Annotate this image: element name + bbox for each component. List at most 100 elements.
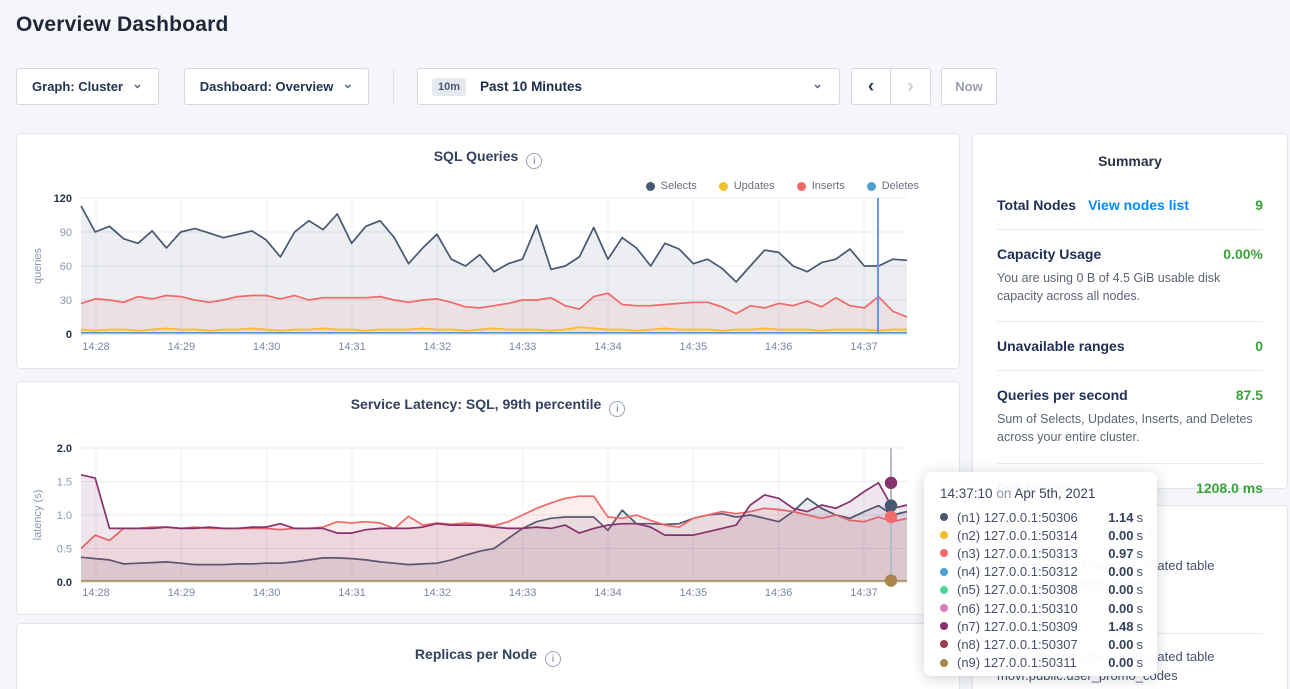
x-tick-label: 14:36 <box>765 587 793 599</box>
service-latency-title: Service Latency: SQL, 99th percentile i <box>17 396 959 417</box>
info-icon[interactable]: i <box>609 401 626 417</box>
tooltip-timestamp: 14:37:10 on Apr 5th, 2021 <box>940 486 1096 501</box>
series-line-selects <box>80 205 908 283</box>
series-line-inserts <box>80 292 908 318</box>
hover-point-dot <box>884 476 898 490</box>
tooltip-row: (n4) 127.0.0.1:50312 0.00 s <box>940 563 1143 581</box>
series-color-dot-icon <box>940 640 948 649</box>
sql-queries-panel: SQL Queries i Selects Updates Inserts Delete… <box>16 133 960 369</box>
unavailable-ranges-label: Unavailable ranges <box>997 338 1125 355</box>
hover-point-dot <box>884 574 898 587</box>
x-tick-label: 14:34 <box>594 341 622 353</box>
y-axis-label: latency (s) <box>32 490 44 541</box>
time-range-dropdown[interactable]: 10m Past 10 Minutes ⌄ <box>417 68 840 105</box>
dashboard-dropdown[interactable]: Dashboard: Overview ⌄ <box>184 68 369 105</box>
tooltip-row: (n7) 127.0.0.1:50309 1.48 s <box>940 617 1143 635</box>
x-tick-label: 14:35 <box>680 341 708 353</box>
page-title: Overview Dashboard <box>16 13 229 36</box>
info-icon[interactable]: i <box>526 153 543 169</box>
service-latency-chart[interactable]: 14:28 14:29 14:30 14:31 14:32 14:33 14:34 14:35… <box>17 382 961 616</box>
tooltip-node-unit: s <box>1136 655 1144 671</box>
divider <box>997 321 1263 323</box>
y-tick-label: 2.0 <box>57 443 72 455</box>
info-icon[interactable]: i <box>545 651 562 667</box>
x-tick-label: 14:29 <box>168 587 196 599</box>
chevron-down-icon: ⌄ <box>132 75 143 91</box>
capacity-usage-value: 0.00% <box>1223 246 1263 262</box>
tooltip-node-address: (n8) 127.0.0.1:50307 <box>957 636 1078 652</box>
sql-queries-chart[interactable]: 14:28 14:29 14:30 14:31 14:32 14:33 14:34 14:35… <box>17 134 961 370</box>
y-tick-label: 120 <box>54 193 72 205</box>
tooltip-node-unit: s <box>1136 600 1144 616</box>
y-tick-label: 0 <box>66 329 72 341</box>
hover-point-dot <box>884 510 898 524</box>
chevron-left-icon: ‹ <box>867 75 875 97</box>
view-nodes-list-link[interactable]: View nodes list <box>1088 197 1189 213</box>
x-tick-label: 14:35 <box>680 587 708 599</box>
now-button-label: Now <box>955 79 983 94</box>
tooltip-node-value: 0.00 <box>1108 636 1134 652</box>
series-line-updates <box>80 326 907 332</box>
series-color-dot-icon <box>940 531 948 540</box>
capacity-usage-label: Capacity Usage <box>997 246 1102 262</box>
tooltip-node-value: 0.00 <box>1108 655 1134 671</box>
tooltip-node-unit: s <box>1136 527 1144 543</box>
time-prev-button[interactable]: ‹ <box>851 68 891 105</box>
graph-dropdown[interactable]: Graph: Cluster ⌄ <box>16 68 159 105</box>
legend-label: Deletes <box>881 180 919 192</box>
sql-queries-legend: Selects Updates Inserts Deletes <box>645 180 919 192</box>
legend-item-inserts[interactable]: Inserts <box>796 180 845 192</box>
tooltip-node-unit: s <box>1136 618 1144 634</box>
y-tick-label: 90 <box>60 227 72 239</box>
chart-hover-tooltip: 14:37:10 on Apr 5th, 2021 (n1) 127.0.0.1… <box>924 472 1157 676</box>
toolbar-divider <box>393 69 394 104</box>
x-tick-label: 14:30 <box>253 587 281 599</box>
now-button[interactable]: Now <box>941 68 997 105</box>
tooltip-node-address: (n9) 127.0.0.1:50311 <box>957 655 1077 671</box>
series-color-dot-icon <box>940 513 948 522</box>
tooltip-node-value: 0.00 <box>1108 564 1134 580</box>
tooltip-row: (n6) 127.0.0.1:50310 0.00 s <box>940 599 1143 617</box>
hover-point-dot <box>884 499 898 512</box>
tooltip-row: (n8) 127.0.0.1:50307 0.00 s <box>940 635 1143 653</box>
legend-dot-icon <box>796 181 806 191</box>
tooltip-node-unit: s <box>1136 582 1144 598</box>
legend-label: Updates <box>733 180 775 192</box>
series-color-dot-icon <box>940 585 948 594</box>
x-tick-label: 14:34 <box>594 587 622 599</box>
divider <box>997 370 1263 372</box>
x-tick-label: 14:30 <box>253 341 281 353</box>
dashboard-dropdown-label: Dashboard: Overview <box>199 79 334 94</box>
series-line--n7-127-0-0-1-50309 <box>80 473 908 536</box>
time-next-button[interactable]: › <box>891 68 931 105</box>
y-tick-label: 1.5 <box>57 477 72 489</box>
legend-item-deletes[interactable]: Deletes <box>866 180 919 192</box>
legend-item-selects[interactable]: Selects <box>645 180 697 192</box>
series-color-dot-icon <box>940 549 948 558</box>
tooltip-row: (n5) 127.0.0.1:50308 0.00 s <box>940 581 1143 599</box>
tooltip-row: (n3) 127.0.0.1:50313 0.97 s <box>940 544 1143 562</box>
y-tick-label: 0.5 <box>57 544 72 556</box>
queries-per-second-label: Queries per second <box>997 387 1128 404</box>
series-color-dot-icon <box>940 567 948 576</box>
tooltip-node-unit: s <box>1136 509 1144 525</box>
replicas-per-node-title: Replicas per Node i <box>17 646 959 667</box>
chevron-down-icon: ⌄ <box>812 75 823 91</box>
tooltip-node-address: (n4) 127.0.0.1:50312 <box>957 564 1078 580</box>
tooltip-node-value: 0.00 <box>1108 600 1134 616</box>
summary-row-total-nodes: Total Nodes View nodes list 9 <box>973 197 1287 213</box>
legend-item-updates[interactable]: Updates <box>718 180 775 192</box>
x-tick-label: 14:36 <box>765 341 793 353</box>
tooltip-node-address: (n1) 127.0.0.1:50306 <box>957 509 1078 525</box>
legend-label: Selects <box>660 180 697 192</box>
queries-per-second-value: 87.5 <box>1235 387 1263 404</box>
summary-title: Summary <box>1098 153 1162 169</box>
tooltip-node-address: (n7) 127.0.0.1:50309 <box>957 618 1078 634</box>
time-range-label: Past 10 Minutes <box>480 79 583 94</box>
graph-dropdown-label: Graph: Cluster <box>32 79 124 94</box>
series-color-dot-icon <box>940 658 948 667</box>
tooltip-node-address: (n3) 127.0.0.1:50313 <box>957 545 1078 561</box>
summary-row-qps: Queries per second 87.5 <box>973 387 1287 403</box>
summary-row-capacity: Capacity Usage 0.00% <box>973 246 1287 262</box>
x-tick-label: 14:33 <box>509 587 537 599</box>
